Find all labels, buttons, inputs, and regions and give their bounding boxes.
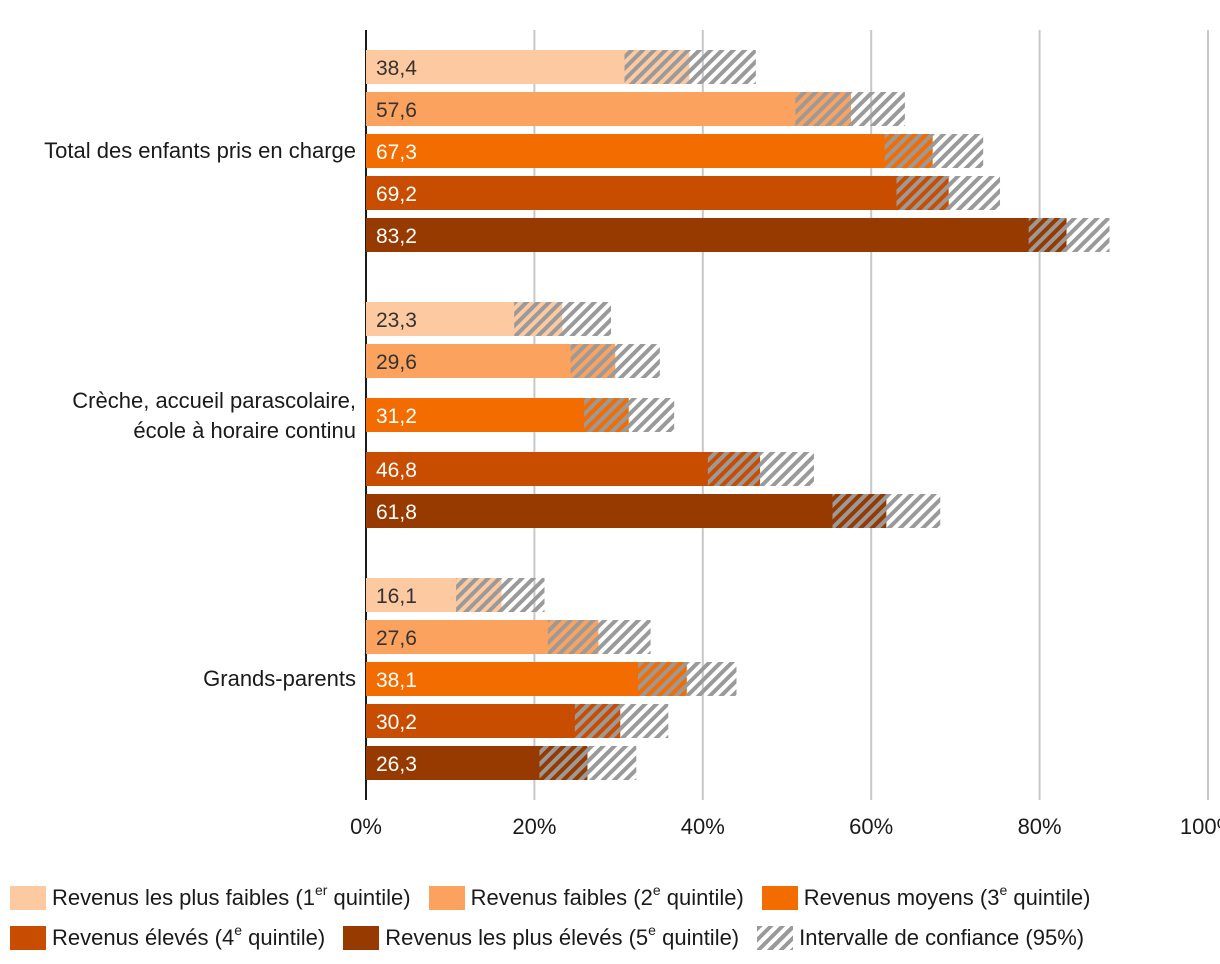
legend-row-2: Revenus élevés (4e quintile) Revenus les… bbox=[10, 918, 1210, 958]
legend-swatch-q2 bbox=[428, 886, 465, 910]
bar bbox=[366, 134, 933, 168]
bar-value-label: 69,2 bbox=[376, 183, 417, 206]
legend-label-q5: Revenus les plus élevés (5e quintile) bbox=[385, 921, 740, 950]
bar-group: 29,6 bbox=[366, 344, 660, 378]
bar-group: 23,3 bbox=[366, 302, 612, 336]
bar-value-label: 23,3 bbox=[376, 309, 417, 332]
bar-group: 31,2 bbox=[366, 398, 675, 432]
legend-label-q1: Revenus les plus faibles (1er quintile) bbox=[52, 881, 411, 910]
bar-value-label: 38,1 bbox=[376, 669, 417, 692]
legend-swatch-q5 bbox=[343, 926, 380, 950]
legend-item-q3: Revenus moyens (3e quintile) bbox=[761, 881, 1091, 911]
x-tick-label: 40% bbox=[681, 814, 725, 839]
confidence-interval bbox=[624, 50, 756, 84]
category-label: Grands-parents bbox=[203, 666, 356, 691]
bar-group: 67,3 bbox=[366, 134, 984, 168]
bar-group: 30,2 bbox=[366, 704, 669, 738]
confidence-interval bbox=[795, 92, 905, 126]
legend-label-ci: Intervalle de confiance (95%) bbox=[799, 925, 1085, 950]
bar-value-label: 30,2 bbox=[376, 711, 417, 734]
confidence-interval bbox=[547, 620, 651, 654]
confidence-interval bbox=[514, 302, 612, 336]
legend-item-q5: Revenus les plus élevés (5e quintile) bbox=[343, 921, 740, 951]
confidence-interval bbox=[1028, 218, 1110, 252]
x-tick-label: 60% bbox=[849, 814, 893, 839]
bar-value-label: 29,6 bbox=[376, 351, 417, 374]
legend-swatch-ci bbox=[757, 926, 794, 950]
confidence-interval bbox=[539, 746, 637, 780]
bar-value-label: 38,4 bbox=[376, 57, 417, 80]
legend-label-q3: Revenus moyens (3e quintile) bbox=[803, 881, 1091, 910]
x-tick-labels: 0% 20% 40% 60% 80% 100% bbox=[350, 814, 1220, 839]
x-tick-label: 80% bbox=[1018, 814, 1062, 839]
legend-row-1: Revenus les plus faibles (1er quintile) … bbox=[10, 878, 1210, 918]
confidence-interval bbox=[570, 344, 660, 378]
x-tick-label: 100% bbox=[1180, 814, 1220, 839]
bar-group: 26,3 bbox=[366, 746, 637, 780]
category-label: école à horaire continu bbox=[133, 418, 356, 443]
bar-group: 83,2 bbox=[366, 218, 1110, 252]
legend-swatch-q3 bbox=[761, 886, 798, 910]
confidence-interval bbox=[832, 494, 941, 528]
bar-group: 38,4 bbox=[366, 50, 756, 84]
confidence-interval bbox=[707, 452, 814, 486]
confidence-interval bbox=[884, 134, 984, 168]
legend-swatch-q4 bbox=[10, 926, 46, 950]
bars: 38,4 57,6 67,3 69,2 83,2 23,3 29,6 31,2 46,8 61,8… bbox=[366, 50, 1110, 780]
bar-group: 16,1 bbox=[366, 578, 545, 612]
legend: Revenus les plus faibles (1er quintile) … bbox=[10, 878, 1210, 958]
confidence-interval bbox=[637, 662, 737, 696]
bar-group: 69,2 bbox=[366, 176, 1001, 210]
bar-value-label: 57,6 bbox=[376, 99, 417, 122]
bar bbox=[366, 176, 949, 210]
confidence-interval bbox=[574, 704, 669, 738]
confidence-interval bbox=[456, 578, 545, 612]
chart: 38,4 57,6 67,3 69,2 83,2 23,3 29,6 31,2 46,8 61,8… bbox=[44, 30, 1220, 839]
bar-value-label: 67,3 bbox=[376, 141, 417, 164]
bar-value-label: 46,8 bbox=[376, 459, 417, 482]
bar-value-label: 26,3 bbox=[376, 753, 417, 776]
category-label: Total des enfants pris en charge bbox=[44, 138, 356, 163]
category-label: Crèche, accueil parascolaire, bbox=[72, 388, 356, 413]
x-tick-label: 0% bbox=[350, 814, 382, 839]
bar-value-label: 27,6 bbox=[376, 627, 417, 650]
bar bbox=[366, 452, 761, 486]
bar bbox=[366, 494, 887, 528]
bar-value-label: 31,2 bbox=[376, 405, 417, 428]
bar-group: 38,1 bbox=[366, 662, 737, 696]
bar-group: 61,8 bbox=[366, 494, 941, 528]
bar-group: 46,8 bbox=[366, 452, 814, 486]
legend-label-q2: Revenus faibles (2e quintile) bbox=[470, 881, 744, 910]
confidence-interval bbox=[896, 176, 1001, 210]
legend-item-ci: Intervalle de confiance (95%) bbox=[757, 925, 1084, 951]
bar-value-label: 83,2 bbox=[376, 225, 417, 248]
legend-item-q4: Revenus élevés (4e quintile) bbox=[10, 921, 326, 951]
bar-group: 57,6 bbox=[366, 92, 905, 126]
bar-group: 27,6 bbox=[366, 620, 651, 654]
bar bbox=[366, 92, 851, 126]
confidence-interval bbox=[584, 398, 675, 432]
bar bbox=[366, 662, 687, 696]
bar-value-label: 16,1 bbox=[376, 585, 417, 608]
x-tick-label: 20% bbox=[512, 814, 556, 839]
bar-value-label: 61,8 bbox=[376, 501, 417, 524]
bar bbox=[366, 218, 1067, 252]
legend-label-q4: Revenus élevés (4e quintile) bbox=[52, 921, 326, 950]
category-labels: Total des enfants pris en charge Crèche, … bbox=[44, 138, 356, 691]
legend-item-q2: Revenus faibles (2e quintile) bbox=[428, 881, 744, 911]
legend-item-q1: Revenus les plus faibles (1er quintile) bbox=[10, 881, 411, 911]
legend-swatch-q1 bbox=[10, 886, 46, 910]
